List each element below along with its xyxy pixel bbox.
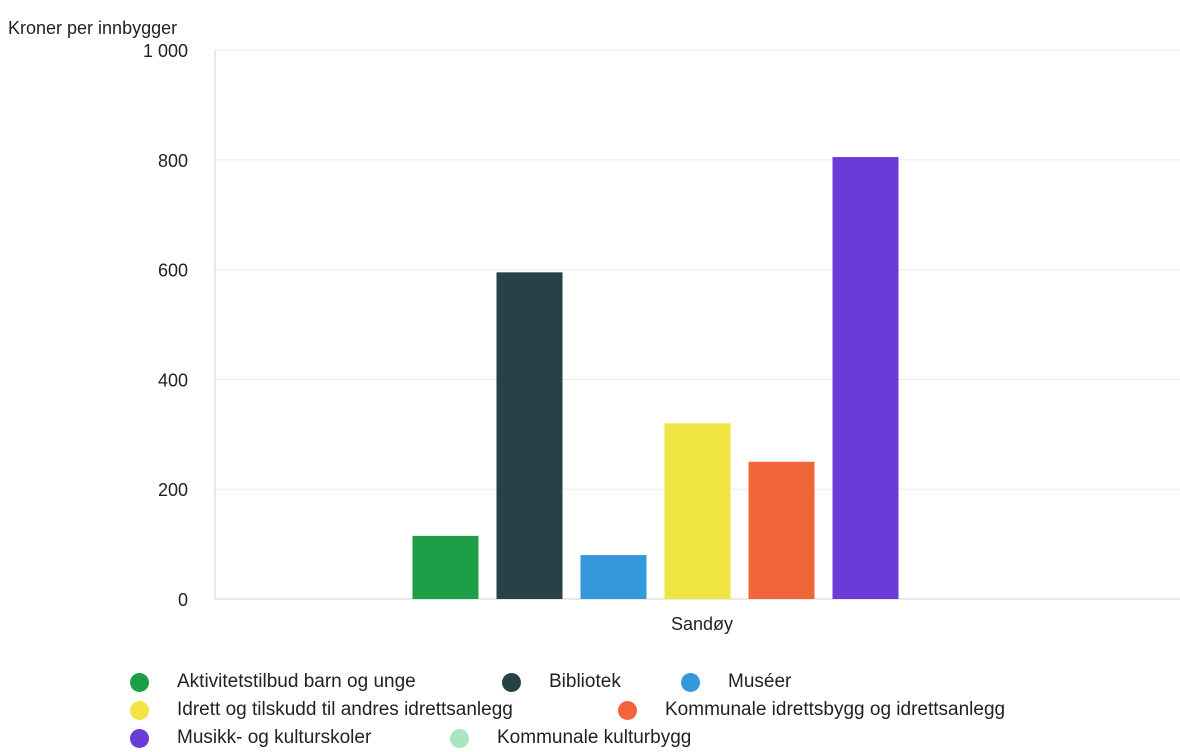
legend-row: Aktivitetstilbud barn og unge Bibliotek … — [130, 668, 1170, 696]
y-tick-label: 0 — [178, 590, 188, 610]
y-axis-title: Kroner per innbygger — [8, 18, 177, 38]
legend-item-museer[interactable]: Muséer — [681, 668, 791, 696]
legend-swatch — [130, 700, 149, 720]
bar[interactable] — [496, 272, 563, 599]
legend-item-bibliotek[interactable]: Bibliotek — [502, 668, 621, 696]
y-tick-label: 400 — [158, 370, 188, 390]
bar[interactable] — [664, 423, 731, 599]
y-tick-label: 1 000 — [143, 41, 188, 61]
legend-swatch — [502, 672, 521, 692]
legend-item-aktivitetstilbud[interactable]: Aktivitetstilbud barn og unge — [130, 668, 416, 696]
legend-item-kommunale-kulturbygg[interactable]: Kommunale kulturbygg — [450, 724, 691, 752]
bar[interactable] — [832, 157, 899, 599]
legend-label: Kommunale idrettsbygg og idrettsanlegg — [665, 699, 1006, 720]
bar[interactable] — [412, 535, 479, 599]
legend-item-kommunale-idrettsbygg[interactable]: Kommunale idrettsbygg og idrettsanlegg — [618, 696, 1005, 724]
x-category-label: Sandøy — [671, 614, 733, 634]
legend-swatch — [130, 728, 149, 748]
y-tick-label: 600 — [158, 261, 188, 281]
grid-lines — [215, 49, 1180, 490]
legend-swatch — [681, 672, 700, 692]
legend-label: Muséer — [728, 671, 792, 692]
bars — [412, 157, 899, 599]
legend-row: Idrett og tilskudd til andres idrettsanl… — [130, 696, 1170, 724]
legend-label: Musikk- og kulturskoler — [177, 727, 372, 748]
legend-row: Musikk- og kulturskoler Kommunale kultur… — [130, 724, 1170, 752]
legend-label: Kommunale kulturbygg — [497, 727, 692, 748]
legend-swatch — [450, 728, 469, 748]
y-tick-label: 200 — [158, 480, 188, 500]
bar[interactable] — [580, 555, 647, 599]
legend-item-idrett-tilskudd[interactable]: Idrett og tilskudd til andres idrettsanl… — [130, 696, 513, 724]
legend-label: Bibliotek — [549, 671, 621, 692]
legend-label: Aktivitetstilbud barn og unge — [177, 671, 416, 692]
legend-swatch — [618, 700, 637, 720]
bar[interactable] — [748, 461, 815, 599]
legend-label: Idrett og tilskudd til andres idrettsanl… — [177, 699, 513, 720]
legend-swatch — [130, 672, 149, 692]
legend-item-musikk-kulturskoler[interactable]: Musikk- og kulturskoler — [130, 724, 371, 752]
y-tick-labels: 0 200 400 600 800 1 000 — [143, 41, 188, 610]
y-tick-label: 800 — [158, 151, 188, 171]
legend: Aktivitetstilbud barn og unge Bibliotek … — [130, 668, 1170, 752]
